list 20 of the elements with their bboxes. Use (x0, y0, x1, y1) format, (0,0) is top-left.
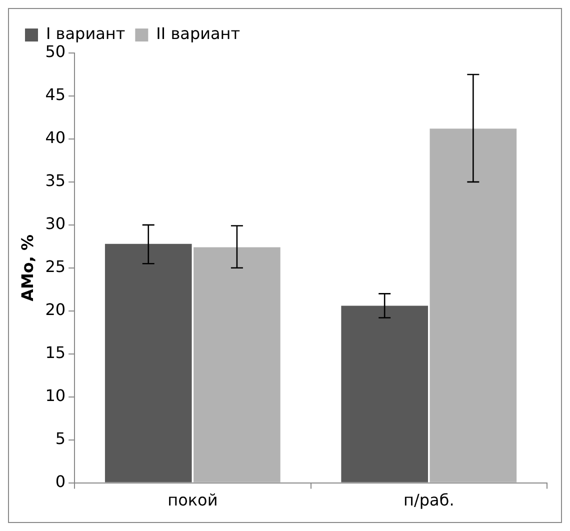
y-tick-label: 15 (45, 343, 66, 362)
y-tick-label: 40 (45, 128, 66, 148)
y-tick-label: 35 (45, 171, 66, 190)
bar (104, 244, 192, 482)
y-tick-label: 20 (45, 300, 66, 320)
y-tick-label: 5 (55, 428, 66, 448)
y-tick-label: 0 (55, 472, 66, 491)
y-tick-label: 30 (45, 214, 66, 234)
legend-label: II вариант (156, 24, 240, 44)
y-tick-label: 10 (45, 386, 66, 405)
y-axis-title: AMo, % (18, 234, 37, 302)
y-tick-label: 50 (45, 42, 66, 62)
bar (194, 247, 280, 482)
y-tick-label: 45 (45, 85, 66, 104)
x-tick-label: п/раб. (404, 490, 454, 510)
legend-label: I вариант (46, 24, 126, 44)
x-tick-label: покой (168, 490, 218, 510)
bar (341, 306, 428, 482)
y-tick-label: 25 (45, 257, 66, 276)
bar (430, 128, 517, 482)
